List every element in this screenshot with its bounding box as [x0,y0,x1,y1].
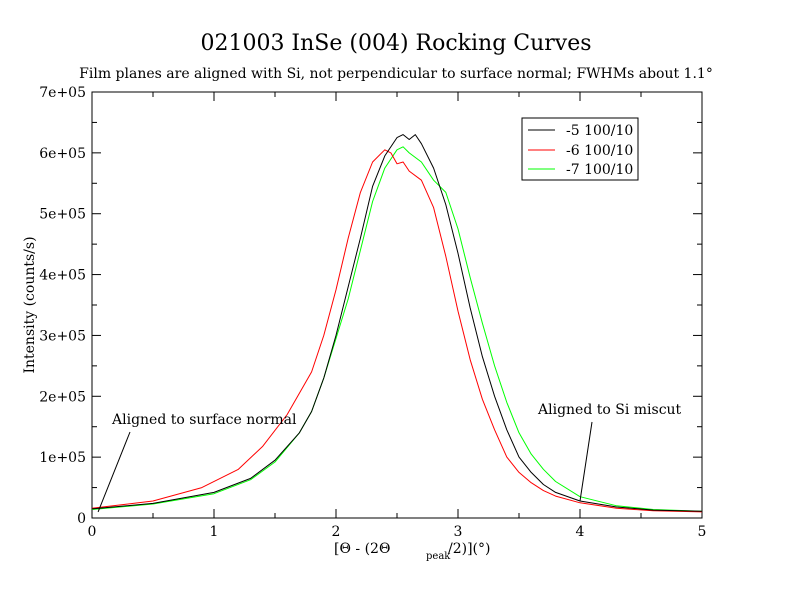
legend: -5 100/10 -6 100/10 -7 100/10 [522,118,638,180]
x-tick-label: 4 [576,524,585,540]
chart-subtitle: Film planes are aligned with Si, not per… [79,66,713,82]
y-tick-label: 2e+05 [39,389,86,405]
annotation-si-miscut-text: Aligned to Si miscut [537,402,682,418]
y-tick-label: 4e+05 [39,268,86,284]
y-tick-label: 5e+05 [39,207,86,223]
y-tick-label: 1e+05 [39,450,86,466]
x-tick-label: 2 [332,524,341,540]
y-tick-label: 7e+05 [39,85,86,101]
y-axis-label: Intensity (counts/s) [22,236,38,373]
x-tick-label: 5 [698,524,707,540]
x-axis-label-part2: /2)](°) [448,541,490,557]
legend-label-series-3: -7 100/10 [566,162,633,178]
legend-label-series-1: -5 100/10 [566,123,633,139]
annotation-surface-normal-text: Aligned to surface normal [111,412,297,428]
y-tick-label: 6e+05 [39,146,86,162]
x-tick-label: 3 [454,524,463,540]
x-tick-label: 0 [88,524,97,540]
x-tick-label: 1 [210,524,219,540]
y-tick-label: 3e+05 [39,328,86,344]
x-axis-label-part1: [Θ - (2Θ [334,541,390,557]
legend-label-series-2: -6 100/10 [566,143,633,159]
chart-title: 021003 InSe (004) Rocking Curves [200,31,591,56]
y-tick-label: 0 [77,511,86,527]
